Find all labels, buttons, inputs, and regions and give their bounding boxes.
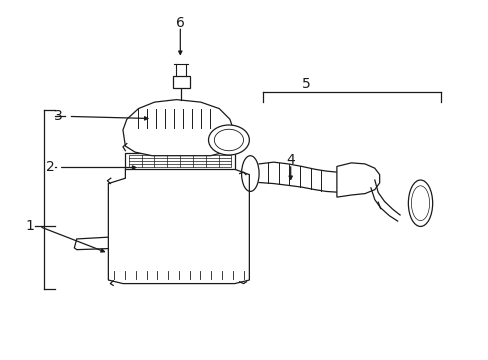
Polygon shape — [122, 100, 233, 156]
Text: 2: 2 — [45, 161, 54, 175]
Text: 3: 3 — [54, 109, 63, 123]
Polygon shape — [172, 76, 190, 88]
Text: 1: 1 — [25, 220, 34, 233]
Ellipse shape — [407, 180, 432, 226]
Text: 4: 4 — [286, 153, 294, 167]
Text: 6: 6 — [176, 16, 184, 30]
Polygon shape — [108, 169, 249, 284]
Text: 5: 5 — [302, 77, 310, 91]
Circle shape — [208, 125, 249, 155]
Polygon shape — [125, 153, 234, 169]
Polygon shape — [336, 163, 379, 197]
